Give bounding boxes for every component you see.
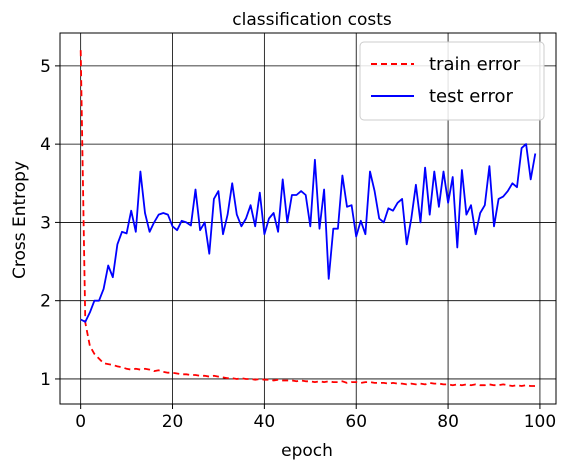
legend-box <box>359 41 545 121</box>
chart-title: classification costs <box>232 10 392 30</box>
y-tick-label: 4 <box>40 135 51 155</box>
x-tick-label: 80 <box>437 412 459 432</box>
y-tick-label: 5 <box>40 57 51 77</box>
plot-frame <box>59 32 557 405</box>
series-line-test-error <box>80 143 537 323</box>
y-axis-label: Cross Entropy <box>10 161 30 279</box>
x-tick-label: 40 <box>254 412 276 432</box>
y-tick-label: 1 <box>40 370 51 390</box>
legend: train error test error <box>359 41 545 121</box>
y-tick-label: 3 <box>40 213 51 233</box>
x-axis-label: epoch <box>281 441 333 461</box>
series-layer <box>79 50 537 387</box>
x-tick-label: 20 <box>162 412 184 432</box>
y-tick-label: 2 <box>40 292 51 312</box>
legend-label-train-error: train error <box>429 54 521 75</box>
axis-ticks: 0 20 40 60 80 100 1 2 3 4 5 <box>40 57 556 432</box>
x-tick-label: 100 <box>524 412 556 432</box>
series-line-train-error <box>79 50 536 387</box>
x-tick-label: 60 <box>345 412 367 432</box>
x-tick-label: 0 <box>75 412 86 432</box>
legend-label-test-error: test error <box>429 86 513 107</box>
